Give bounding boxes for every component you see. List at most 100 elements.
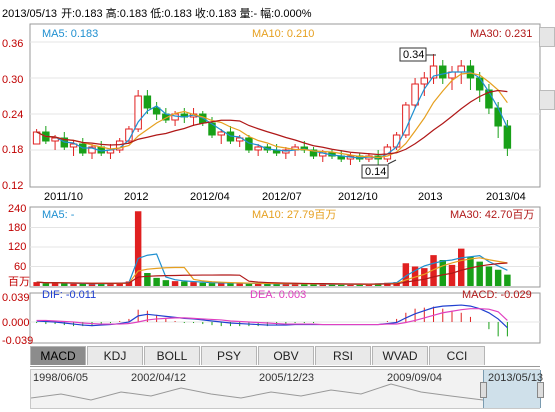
volume-bar (439, 260, 446, 286)
settings-side-icon[interactable] (539, 27, 555, 47)
price-ma30-label: MA30: 0.231 (470, 28, 532, 40)
volume-bar (264, 283, 271, 286)
navigator-range-handle[interactable]: 2013/05/13 (480, 370, 544, 408)
volume-bar (430, 255, 437, 286)
macd-panel-frame (29, 292, 541, 344)
macd-y-axis: 0.039 0.000 -0.039 (2, 292, 33, 346)
volume-bar (245, 283, 253, 286)
stock-chart: 2013/05/13 开:0.183 高:0.183 低:0.183 收:0.183 量:… (2, 6, 541, 346)
volume-bar (448, 264, 456, 286)
grid-lines (30, 41, 540, 323)
range-navigator[interactable]: 1998/06/05 2002/04/12 2005/12/23 2009/09… (30, 369, 544, 409)
expand-side-icon[interactable] (539, 90, 555, 110)
macd-value-label: MACD: -0.029 (462, 289, 532, 301)
volume-bar (162, 280, 170, 286)
vol-ma5-label: MA5: - (42, 209, 75, 221)
candle-body (402, 104, 410, 136)
macd-ytick: -0.039 (2, 335, 33, 346)
tab-kdj[interactable]: KDJ (87, 346, 143, 365)
nav-date: 1998/06/05 (33, 372, 89, 384)
candle-body (494, 107, 502, 127)
x-tick: 2011/10 (44, 191, 83, 203)
volume-bar (88, 284, 96, 286)
candle-body (420, 77, 429, 85)
x-tick: 2012/07 (262, 191, 302, 203)
candle-body (32, 131, 41, 145)
tab-macd[interactable]: MACD (30, 346, 86, 365)
volume-bar (218, 282, 225, 286)
volume-bar (171, 281, 179, 286)
candle-body (411, 83, 419, 106)
volume-bar (134, 211, 142, 286)
volume-bar (153, 277, 160, 286)
macd-dea-line (36, 308, 508, 326)
volume-bar (273, 284, 280, 286)
nav-date: 2013/05/13 (488, 372, 544, 384)
tab-wvad[interactable]: WVAD (372, 346, 428, 365)
candle-body (309, 149, 318, 157)
vol-ma10-label: MA10: 27.79百万 (252, 209, 336, 221)
volume-bar (254, 283, 262, 286)
tab-cci[interactable]: CCI (429, 346, 485, 365)
annot-low-pointer (387, 159, 397, 165)
price-ma5-label: MA5: 0.183 (42, 28, 98, 40)
price-ytick: 0.36 (2, 38, 23, 50)
volume-bar (338, 284, 345, 286)
vol-ytick: 180 (8, 222, 26, 234)
price-ytick: 0.30 (2, 74, 23, 86)
price-ma10-line (36, 72, 508, 159)
nav-date: 2009/09/04 (387, 372, 443, 384)
tab-rsi[interactable]: RSI (315, 346, 371, 365)
candle-body (88, 146, 96, 154)
volume-bar (476, 261, 483, 286)
candle-body (208, 122, 216, 136)
volume-bar (79, 283, 86, 286)
volume-bar (458, 248, 465, 286)
volume-bar (494, 269, 502, 286)
nav-date: 2002/04/12 (131, 372, 187, 384)
price-ytick: 0.18 (2, 144, 23, 156)
candle-body (254, 146, 262, 151)
annot-high: 0.34 (403, 49, 424, 61)
navigator-right-grip[interactable] (537, 382, 544, 398)
x-tick: 2012/04 (190, 191, 230, 203)
candle-body (429, 65, 438, 79)
candle-body (143, 95, 152, 109)
volume-bar (51, 282, 59, 286)
volume-bar (467, 256, 474, 286)
macd-dif-label: DIF: -0.011 (42, 289, 96, 301)
candle-body (457, 65, 465, 73)
volume-bar (485, 266, 493, 286)
volume-bar (365, 284, 373, 286)
navigator-left-grip[interactable] (480, 382, 487, 398)
volume-bar (227, 283, 234, 286)
candle-body (485, 89, 493, 109)
volume-bar (291, 283, 299, 286)
volume-bar (116, 282, 123, 286)
tab-obv[interactable]: OBV (258, 346, 314, 365)
vol-ytick: 60 (14, 261, 26, 273)
header-quote: 2013/05/13 开:0.183 高:0.183 低:0.183 收:0.183 量:… (2, 6, 312, 20)
candle-body (475, 77, 484, 91)
volume-bar (42, 283, 50, 286)
macd-ytick: 0.039 (2, 292, 30, 304)
volume-bar (421, 268, 428, 286)
volume-bar (144, 273, 151, 286)
volume-bar (347, 284, 354, 286)
tab-boll[interactable]: BOLL (144, 346, 200, 365)
tab-psy[interactable]: PSY (201, 346, 257, 365)
volume-bar (208, 283, 216, 286)
nav-date: 2005/12/23 (259, 372, 315, 384)
vol-unit: 百万 (8, 276, 30, 288)
volume-bar (125, 281, 133, 286)
price-ma10-label: MA10: 0.210 (252, 28, 314, 40)
candle-body (51, 137, 59, 142)
x-tick: 2012/10 (338, 191, 378, 203)
price-y-axis: 0.36 0.30 0.24 0.18 0.12 (2, 38, 23, 192)
x-axis: 2011/10 2012 2012/04 2012/07 2012/10 201… (44, 191, 526, 203)
indicator-tabs: MACD KDJ BOLL PSY OBV RSI WVAD CCI (30, 346, 540, 367)
vol-ytick: 240 (8, 203, 26, 215)
indicator-lines (36, 71, 508, 329)
volume-y-axis: 240 180 120 60 百万 (8, 203, 30, 288)
candle-body (503, 125, 512, 149)
